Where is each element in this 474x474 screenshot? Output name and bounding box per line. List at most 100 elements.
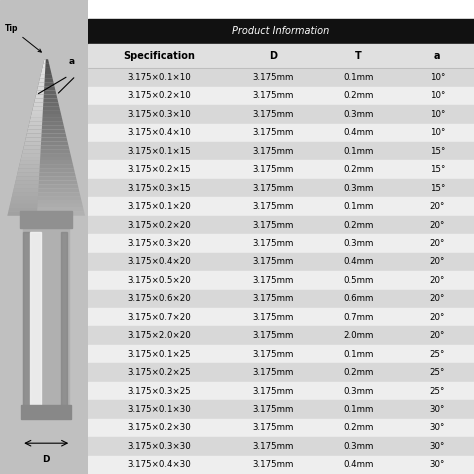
Polygon shape [10,200,38,204]
Text: 3.175×0.2×30: 3.175×0.2×30 [128,423,191,432]
Bar [88,161,474,179]
Bar [88,437,474,456]
Text: 20°: 20° [429,239,445,248]
Text: 0.1mm: 0.1mm [343,73,374,82]
Text: 0.1mm: 0.1mm [343,350,374,359]
Text: T: T [355,51,362,61]
Bar [88,382,474,400]
Text: 0.4mm: 0.4mm [343,257,374,266]
Text: 0.3mm: 0.3mm [343,442,374,451]
Polygon shape [18,169,39,173]
Text: 30°: 30° [429,423,445,432]
Polygon shape [9,208,37,212]
Text: 3.175mm: 3.175mm [253,313,294,322]
Polygon shape [9,204,83,208]
Polygon shape [29,118,43,122]
Polygon shape [19,161,73,165]
Polygon shape [42,67,51,71]
Text: 30°: 30° [429,460,445,469]
Text: 3.175×0.1×25: 3.175×0.1×25 [128,350,191,359]
Bar [88,124,474,142]
Text: 30°: 30° [429,442,445,451]
Bar [20,211,72,228]
Bar [88,179,474,197]
Bar [88,419,474,437]
Polygon shape [44,59,49,63]
Text: 3.175mm: 3.175mm [253,128,294,137]
Text: 3.175mm: 3.175mm [253,110,294,119]
Text: 3.175×0.6×20: 3.175×0.6×20 [128,294,191,303]
Text: 3.175×0.4×10: 3.175×0.4×10 [128,128,191,137]
Text: 3.175mm: 3.175mm [253,294,294,303]
Text: 3.175mm: 3.175mm [253,368,294,377]
Text: 3.175mm: 3.175mm [253,147,294,156]
Text: 3.175mm: 3.175mm [253,460,294,469]
Polygon shape [13,188,38,192]
Polygon shape [32,106,43,110]
Text: 25°: 25° [429,386,445,395]
Bar [88,19,474,44]
Polygon shape [31,110,61,114]
Polygon shape [9,204,37,208]
Bar [88,327,474,345]
Polygon shape [14,184,39,188]
Polygon shape [43,63,50,67]
Polygon shape [23,146,69,149]
Polygon shape [40,75,45,79]
Bar [88,253,474,271]
Text: 3.175mm: 3.175mm [253,276,294,285]
Bar [88,68,474,87]
Polygon shape [27,126,64,130]
Polygon shape [11,196,82,200]
Text: 3.175mm: 3.175mm [253,442,294,451]
Bar [88,364,474,382]
Text: 10°: 10° [429,128,445,137]
Text: D: D [43,456,50,464]
Text: 3.175×0.2×15: 3.175×0.2×15 [128,165,191,174]
Polygon shape [12,192,38,196]
Polygon shape [25,137,41,141]
Text: 3.175×0.4×20: 3.175×0.4×20 [128,257,191,266]
Bar [21,405,71,419]
Polygon shape [41,71,45,75]
Polygon shape [19,161,40,165]
Text: 0.7mm: 0.7mm [343,313,374,322]
Text: 25°: 25° [429,350,445,359]
Bar [88,345,474,364]
Polygon shape [17,173,76,177]
Text: 0.2mm: 0.2mm [343,165,374,174]
Polygon shape [21,153,40,157]
Text: 3.175mm: 3.175mm [253,165,294,174]
Polygon shape [39,79,45,83]
Text: 3.175×0.3×20: 3.175×0.3×20 [128,239,191,248]
Polygon shape [37,87,55,91]
Polygon shape [30,114,43,118]
Text: 3.175mm: 3.175mm [253,350,294,359]
Text: 3.175×0.2×10: 3.175×0.2×10 [128,91,191,100]
Polygon shape [34,99,44,102]
Text: 0.2mm: 0.2mm [343,220,374,229]
Text: 3.175×0.4×30: 3.175×0.4×30 [128,460,191,469]
Polygon shape [18,165,74,169]
Bar [88,0,474,19]
Polygon shape [40,75,53,79]
Text: 10°: 10° [429,73,445,82]
Text: 3.175mm: 3.175mm [253,257,294,266]
Bar [61,232,67,408]
Polygon shape [8,212,37,216]
Polygon shape [28,122,64,126]
Text: Specification: Specification [123,51,195,61]
Polygon shape [10,200,82,204]
Polygon shape [36,91,56,94]
Polygon shape [18,165,40,169]
Polygon shape [29,118,63,122]
Text: 3.175mm: 3.175mm [253,423,294,432]
Polygon shape [33,102,43,106]
Bar [88,456,474,474]
Bar [88,290,474,308]
Polygon shape [15,181,78,184]
Text: 15°: 15° [429,165,445,174]
Bar [88,87,474,105]
Text: 3.175×0.2×20: 3.175×0.2×20 [128,220,191,229]
Text: 3.175mm: 3.175mm [253,202,294,211]
